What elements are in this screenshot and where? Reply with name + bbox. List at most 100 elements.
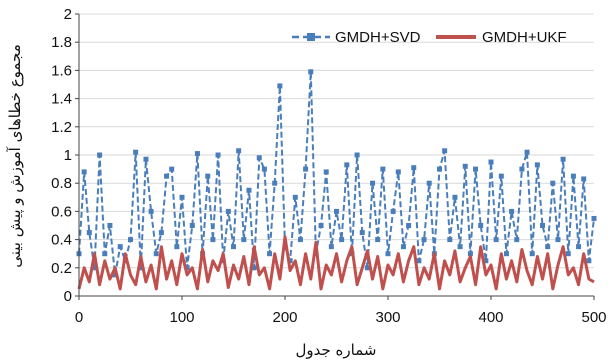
series-point-gmdh-svd [503, 251, 509, 257]
series-point-gmdh-svd [210, 237, 216, 243]
series-point-gmdh-svd [478, 223, 484, 228]
series-point-gmdh-svd [287, 258, 293, 264]
series-point-gmdh-svd [570, 173, 576, 179]
series-point-gmdh-svd [251, 265, 257, 271]
series-point-gmdh-svd [133, 149, 139, 155]
series-point-gmdh-svd [158, 230, 164, 236]
series-point-gmdh-svd [246, 187, 252, 193]
series-point-gmdh-svd [565, 251, 571, 257]
series-point-gmdh-svd [524, 149, 530, 155]
series-point-gmdh-svd [318, 223, 324, 228]
series-point-gmdh-svd [560, 156, 566, 162]
series-point-gmdh-svd [591, 215, 597, 221]
y-tick-labels: 0 0.2 0.4 0.6 0.8 1 1.2 1.4 1.6 1.8 2 [51, 6, 72, 305]
y-tick-label: 0.6 [51, 203, 72, 220]
series-point-gmdh-svd [303, 166, 309, 172]
y-tick-label: 1.6 [51, 62, 72, 79]
series-point-gmdh-svd [308, 69, 314, 75]
series-point-gmdh-svd [328, 244, 334, 250]
series-point-gmdh-svd [406, 223, 412, 228]
y-tick-label: 1.4 [51, 91, 72, 108]
series-point-gmdh-svd [359, 230, 365, 236]
series-point-gmdh-svd [395, 169, 401, 175]
series-point-gmdh-svd [143, 156, 149, 162]
series-point-gmdh-svd [241, 237, 247, 243]
series-point-gmdh-svd [529, 251, 535, 257]
x-tick-label: 100 [169, 309, 194, 326]
series-point-gmdh-svd [390, 208, 396, 214]
series-point-gmdh-svd [437, 166, 442, 172]
series-point-gmdh-svd [236, 148, 242, 154]
series-point-gmdh-svd [117, 244, 123, 250]
series-point-gmdh-svd [509, 208, 515, 214]
series-point-gmdh-svd [112, 272, 118, 278]
series-layer [76, 69, 597, 291]
series-point-gmdh-svd [550, 180, 556, 186]
series-point-gmdh-svd [457, 244, 463, 250]
y-tick-label: 0.2 [51, 260, 72, 277]
legend-label-gmdh-svd: GMDH+SVD [335, 29, 421, 46]
series-point-gmdh-svd [411, 165, 417, 171]
series-point-gmdh-svd [426, 180, 432, 186]
x-tick-label: 200 [272, 309, 297, 326]
series-point-gmdh-svd [519, 166, 525, 172]
series-point-gmdh-svd [364, 265, 370, 271]
x-tick-label: 300 [375, 309, 400, 326]
series-point-gmdh-svd [442, 148, 448, 154]
series-point-gmdh-svd [452, 194, 458, 200]
series-point-gmdh-svd [354, 152, 360, 158]
x-tick-label: 500 [581, 309, 606, 326]
x-axis-label: شماره جدول [296, 341, 377, 359]
series-point-gmdh-svd [344, 162, 350, 168]
series-point-gmdh-svd [467, 251, 473, 257]
y-tick-label: 1.2 [51, 119, 72, 136]
series-point-gmdh-svd [586, 258, 592, 264]
y-tick-label: 1.8 [51, 34, 72, 51]
y-axis-label: مجموع خطاهای آموزش و پیش بینی [6, 44, 25, 268]
series-point-gmdh-svd [148, 208, 154, 214]
series-point-gmdh-svd [169, 166, 175, 172]
series-point-gmdh-svd [400, 244, 406, 250]
y-tick-label: 0 [64, 288, 72, 305]
series-point-gmdh-svd [272, 180, 278, 186]
y-tick-label: 2 [64, 6, 72, 23]
series-point-gmdh-svd [86, 230, 92, 236]
legend: GMDH+SVD GMDH+UKF [292, 29, 567, 46]
legend-marker-gmdh-svd [307, 33, 315, 41]
axes [75, 13, 595, 300]
series-point-gmdh-svd [370, 180, 376, 186]
series-point-gmdh-svd [153, 251, 159, 257]
series-point-gmdh-svd [380, 166, 386, 172]
series-point-gmdh-svd [174, 244, 180, 250]
y-tick-label: 0.4 [51, 232, 72, 249]
series-point-gmdh-svd [97, 152, 103, 158]
series-point-gmdh-svd [540, 223, 545, 228]
series-point-gmdh-svd [102, 251, 108, 257]
series-point-gmdh-svd [323, 169, 329, 175]
series-point-gmdh-svd [179, 194, 185, 200]
series-line-gmdh-ukf [77, 235, 595, 291]
series-point-gmdh-svd [297, 237, 303, 243]
series-point-gmdh-svd [334, 208, 339, 214]
series-point-gmdh-svd [483, 258, 489, 264]
x-tick-label: 400 [478, 309, 503, 326]
series-point-gmdh-svd [545, 244, 551, 250]
series-point-gmdh-svd [462, 163, 468, 169]
series-point-gmdh-svd [231, 244, 236, 250]
y-tick-label: 0.8 [51, 175, 72, 192]
series-point-gmdh-svd [292, 194, 298, 200]
series-point-gmdh-svd [256, 155, 262, 161]
series-point-gmdh-svd [498, 173, 504, 179]
series-point-gmdh-svd [473, 166, 479, 172]
series-point-gmdh-svd [534, 162, 540, 168]
series-point-gmdh-svd [128, 237, 133, 243]
series-point-gmdh-svd [555, 237, 561, 243]
series-point-gmdh-svd [576, 244, 582, 250]
series-point-gmdh-svd [385, 251, 391, 257]
series-point-gmdh-svd [215, 152, 221, 158]
series-point-gmdh-svd [421, 237, 427, 243]
series-point-gmdh-svd [581, 176, 587, 182]
series-point-gmdh-svd [493, 237, 499, 243]
x-tick-labels: 0 100 200 300 400 500 [75, 309, 607, 326]
